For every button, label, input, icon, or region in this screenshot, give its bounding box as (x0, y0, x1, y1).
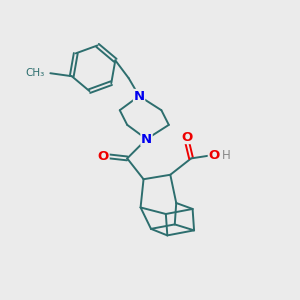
Text: O: O (98, 149, 109, 163)
Text: O: O (208, 149, 220, 162)
Text: H: H (221, 149, 230, 162)
Text: O: O (181, 130, 192, 143)
Text: N: N (134, 89, 145, 103)
Text: N: N (141, 133, 152, 146)
Text: CH₃: CH₃ (26, 68, 45, 78)
